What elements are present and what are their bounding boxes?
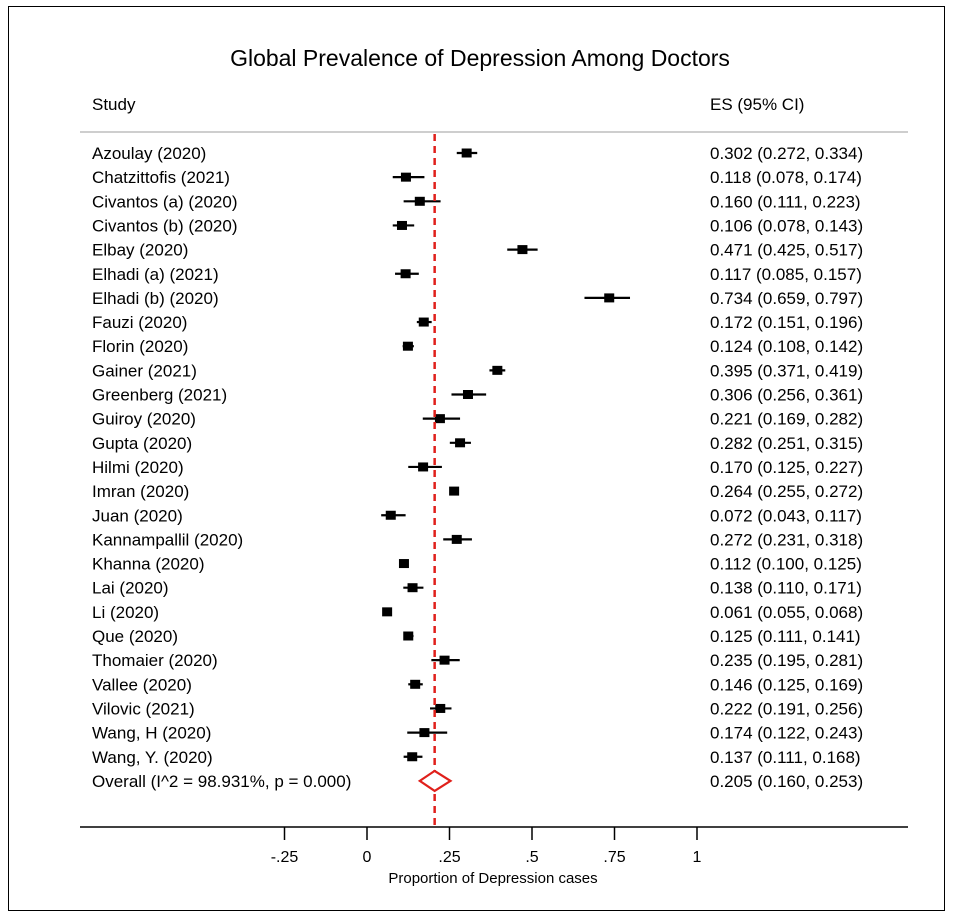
study-label: Vallee (2020) xyxy=(92,675,192,694)
effect-size-marker xyxy=(418,462,429,472)
effect-size-marker xyxy=(439,655,450,665)
effect-size-marker xyxy=(462,390,473,399)
study-label: Imran (2020) xyxy=(92,482,189,501)
x-tick-label: .75 xyxy=(603,849,625,866)
effect-size-marker xyxy=(455,438,466,448)
study-label: Elhadi (b) (2020) xyxy=(92,289,219,308)
effect-size-marker xyxy=(385,510,396,520)
effect-size-value: 0.174 (0.122, 0.243) xyxy=(710,724,863,743)
effect-size-marker xyxy=(410,679,421,689)
effect-size-value: 0.118 (0.078, 0.174) xyxy=(710,168,862,187)
study-label: Civantos (a) (2020) xyxy=(92,192,238,211)
study-label: Elhadi (a) (2021) xyxy=(92,265,219,284)
effect-size-value: 0.734 (0.659, 0.797) xyxy=(710,289,863,308)
overall-row: Overall (I^2 = 98.931%, p = 0.000) 0.205 … xyxy=(92,769,863,793)
study-label: Juan (2020) xyxy=(92,506,183,525)
x-tick-label: .25 xyxy=(438,849,460,866)
effect-size-value: 0.282 (0.251, 0.315) xyxy=(710,434,863,453)
effect-column-header: ES (95% CI) xyxy=(710,95,804,114)
effect-size-marker xyxy=(492,365,503,375)
study-label: Khanna (2020) xyxy=(92,555,204,574)
effect-size-marker xyxy=(403,631,414,641)
effect-size-marker xyxy=(517,245,528,255)
study-label: Wang, Y. (2020) xyxy=(92,748,213,767)
study-label: Thomaier (2020) xyxy=(92,651,218,670)
study-rows: Azoulay (2020) 0.302 (0.272, 0.334) Chatzi… xyxy=(92,144,863,767)
x-tick-label: 1 xyxy=(693,849,702,866)
study-label: Elbay (2020) xyxy=(92,241,188,260)
chart-frame xyxy=(8,6,945,911)
x-axis-label: Proportion of Depression cases xyxy=(388,870,597,887)
effect-size-value: 0.138 (0.110, 0.171) xyxy=(710,579,862,598)
effect-size-marker xyxy=(451,534,462,544)
effect-size-marker xyxy=(461,148,472,158)
effect-size-value: 0.146 (0.125, 0.169) xyxy=(710,675,863,694)
effect-size-value: 0.112 (0.100, 0.125) xyxy=(710,555,862,574)
x-tick-label: -.25 xyxy=(271,849,299,866)
effect-size-marker xyxy=(402,341,413,351)
study-label: Florin (2020) xyxy=(92,337,188,356)
effect-size-marker xyxy=(419,728,430,738)
effect-size-value: 0.106 (0.078, 0.143) xyxy=(710,216,863,235)
effect-size-value: 0.221 (0.169, 0.282) xyxy=(710,410,863,429)
study-label: Gainer (2021) xyxy=(92,361,197,380)
effect-size-value: 0.124 (0.108, 0.142) xyxy=(710,337,863,356)
overall-label: Overall (I^2 = 98.931%, p = 0.000) xyxy=(92,772,351,791)
study-column-header: Study xyxy=(92,95,136,114)
x-tick-label: 0 xyxy=(363,849,372,866)
chart-title: Global Prevalence of Depression Among Do… xyxy=(230,45,730,71)
effect-size-value: 0.264 (0.255, 0.272) xyxy=(710,482,863,501)
effect-size-marker xyxy=(398,559,409,569)
study-label: Hilmi (2020) xyxy=(92,458,184,477)
study-label: Li (2020) xyxy=(92,603,159,622)
effect-size-value: 0.302 (0.272, 0.334) xyxy=(710,144,863,163)
study-label: Guiroy (2020) xyxy=(92,410,196,429)
study-label: Greenberg (2021) xyxy=(92,386,227,405)
overall-diamond xyxy=(417,769,453,793)
effect-size-marker xyxy=(449,486,460,496)
study-label: Civantos (b) (2020) xyxy=(92,216,238,235)
effect-size-marker xyxy=(382,607,393,617)
effect-size-marker xyxy=(414,196,425,206)
study-label: Lai (2020) xyxy=(92,579,169,598)
effect-size-value: 0.172 (0.151, 0.196) xyxy=(710,313,863,332)
effect-size-marker xyxy=(400,172,411,182)
x-tick-label: .5 xyxy=(525,849,538,866)
effect-size-value: 0.117 (0.085, 0.157) xyxy=(710,265,862,284)
effect-size-value: 0.137 (0.111, 0.168) xyxy=(710,748,861,767)
effect-size-marker xyxy=(435,703,446,713)
effect-size-marker xyxy=(604,293,615,303)
effect-size-value: 0.222 (0.191, 0.256) xyxy=(710,699,863,718)
effect-size-value: 0.160 (0.111, 0.223) xyxy=(710,192,861,211)
effect-size-value: 0.170 (0.125, 0.227) xyxy=(710,458,863,477)
study-label: Gupta (2020) xyxy=(92,434,192,453)
x-axis-ticks: -.25 0 .25 .5 .75 1 xyxy=(271,827,702,866)
effect-size-value: 0.272 (0.231, 0.318) xyxy=(710,530,863,549)
study-label: Chatzittofis (2021) xyxy=(92,168,230,187)
effect-size-marker xyxy=(434,414,445,424)
study-label: Azoulay (2020) xyxy=(92,144,206,163)
effect-size-value: 0.471 (0.425, 0.517) xyxy=(710,241,863,260)
effect-size-value: 0.061 (0.055, 0.068) xyxy=(710,603,863,622)
effect-size-value: 0.235 (0.195, 0.281) xyxy=(710,651,863,670)
study-label: Fauzi (2020) xyxy=(92,313,187,332)
effect-size-value: 0.072 (0.043, 0.117) xyxy=(710,506,862,525)
study-label: Kannampallil (2020) xyxy=(92,530,243,549)
effect-size-value: 0.306 (0.256, 0.361) xyxy=(710,386,863,405)
effect-size-marker xyxy=(400,269,411,279)
overall-effect-value: 0.205 (0.160, 0.253) xyxy=(710,772,863,791)
effect-size-value: 0.395 (0.371, 0.419) xyxy=(710,361,863,380)
effect-size-marker xyxy=(396,220,407,230)
effect-size-marker xyxy=(407,752,418,762)
effect-size-marker xyxy=(418,317,429,327)
study-label: Que (2020) xyxy=(92,627,178,646)
study-label: Vilovic (2021) xyxy=(92,699,195,718)
study-label: Wang, H (2020) xyxy=(92,724,211,743)
effect-size-marker xyxy=(407,583,418,593)
effect-size-value: 0.125 (0.111, 0.141) xyxy=(710,627,861,646)
